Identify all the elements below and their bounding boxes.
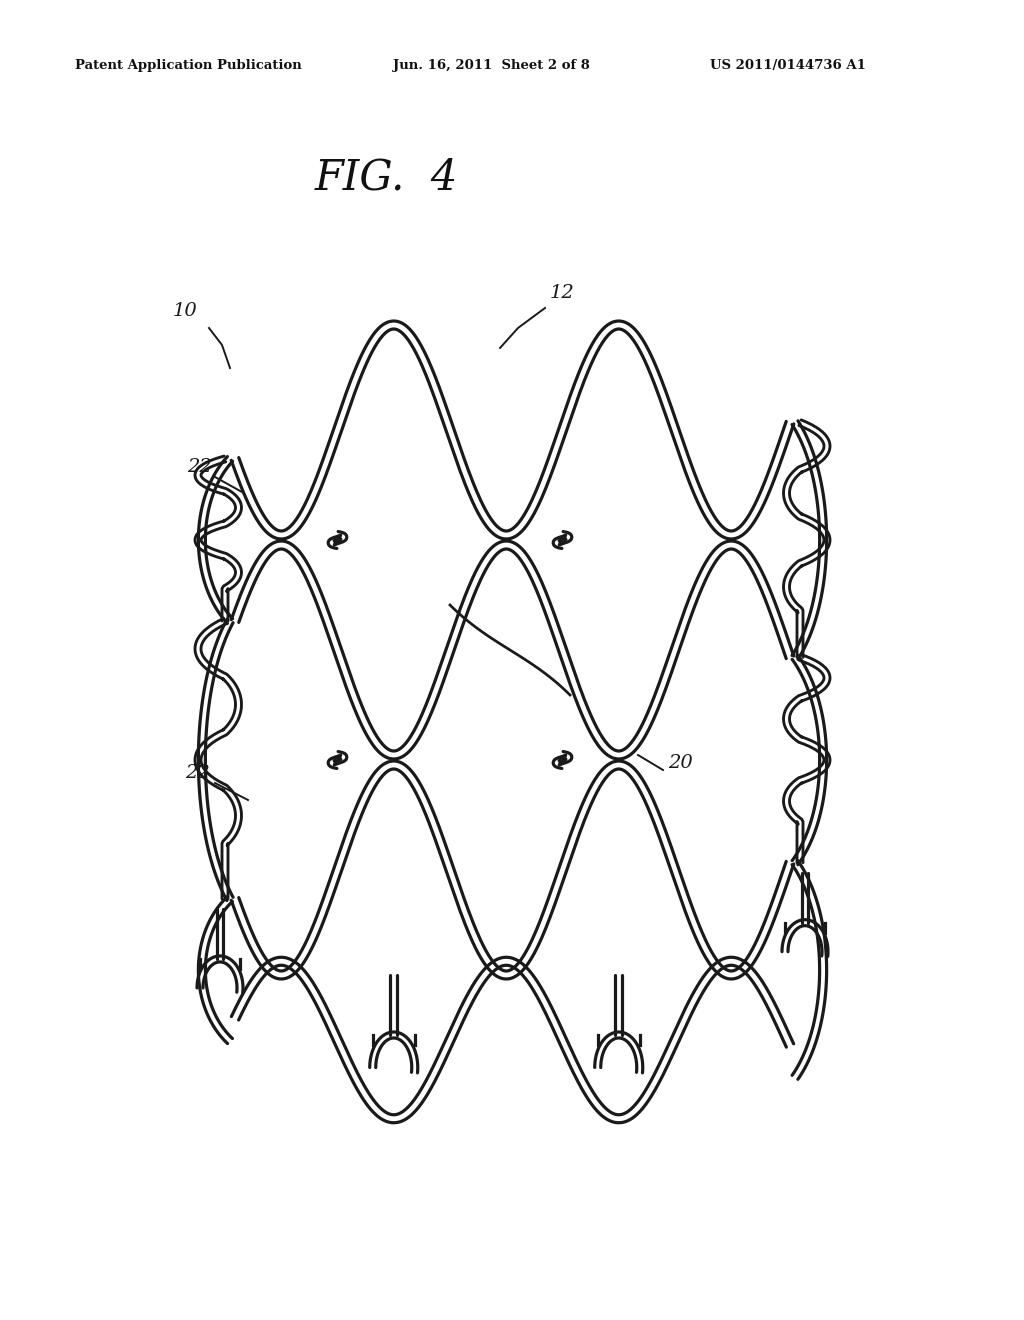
Text: Jun. 16, 2011  Sheet 2 of 8: Jun. 16, 2011 Sheet 2 of 8 [393,58,590,71]
Text: 12: 12 [550,284,574,302]
Text: 22: 22 [185,764,210,781]
Text: 10: 10 [173,302,198,319]
Text: FIG.  4: FIG. 4 [315,157,459,199]
Text: 22: 22 [187,458,212,477]
Text: US 2011/0144736 A1: US 2011/0144736 A1 [710,58,866,71]
Text: Patent Application Publication: Patent Application Publication [75,58,302,71]
Text: 20: 20 [668,754,693,772]
